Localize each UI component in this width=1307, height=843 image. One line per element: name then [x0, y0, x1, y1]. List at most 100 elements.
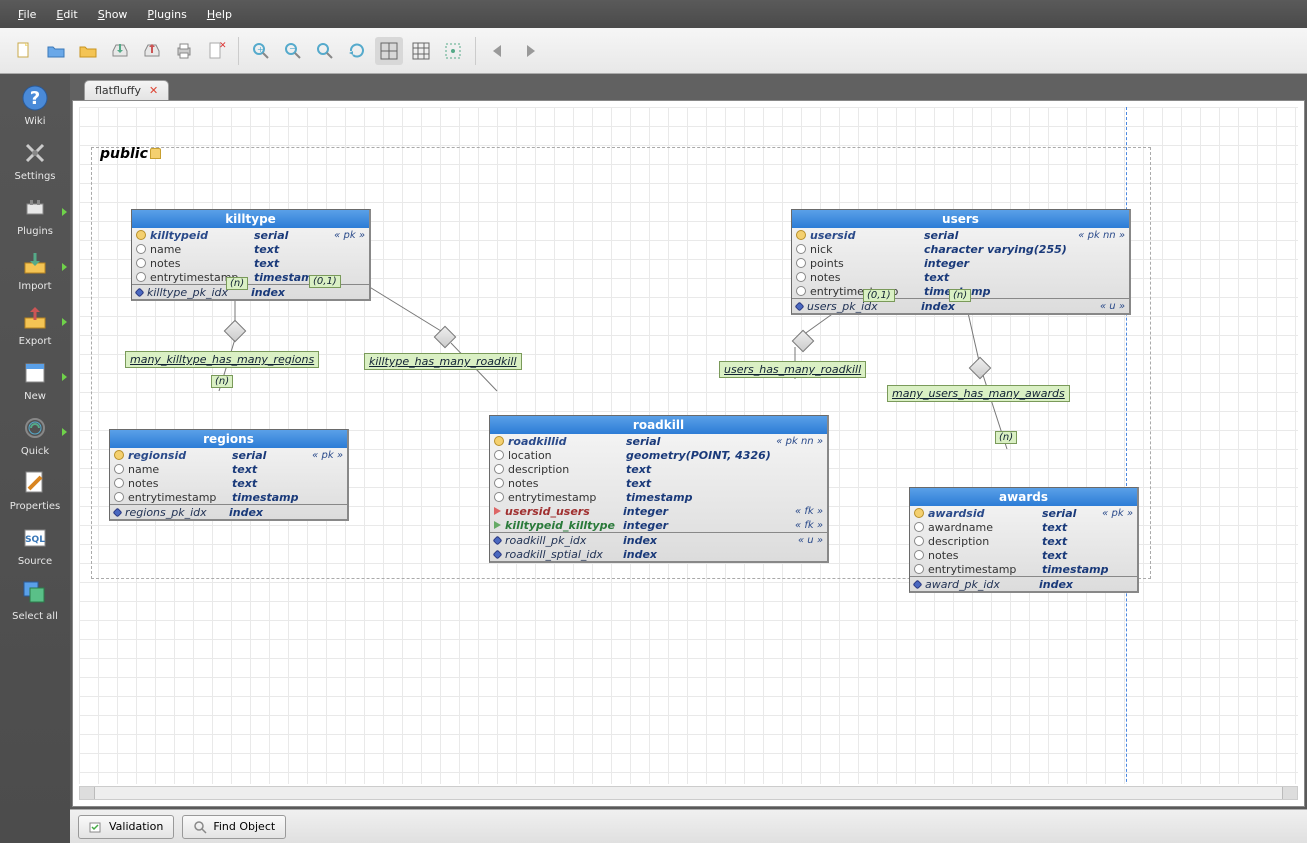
column-note: « pk » — [330, 230, 365, 241]
column-entrytimestamp[interactable]: entrytimestamptimestamp — [490, 490, 827, 504]
column-name: awardsid — [928, 507, 1038, 520]
relation-label-1[interactable]: killtype_has_many_roadkill — [364, 353, 522, 370]
column-usersid_users[interactable]: usersid_usersinteger« fk » — [490, 504, 827, 518]
index-icon — [795, 301, 805, 311]
column-notes[interactable]: notestext — [110, 476, 347, 490]
tab-flatfluffy[interactable]: flatfluffy ✕ — [84, 80, 169, 100]
index-type: index — [1039, 578, 1133, 591]
index-roadkill_pk_idx[interactable]: roadkill_pk_idxindex« u » — [490, 533, 827, 547]
menu-plugins[interactable]: Plugins — [137, 4, 196, 25]
expand-indicator — [62, 208, 67, 216]
column-name: name — [128, 463, 228, 476]
column-name[interactable]: nametext — [132, 242, 369, 256]
diagram-canvas[interactable]: public killtypekilltypeidserial« pk »nam… — [79, 107, 1298, 784]
inbox-button[interactable] — [106, 37, 134, 65]
entity-roadkill[interactable]: roadkillroadkillidserial« pk nn »locatio… — [489, 415, 829, 563]
column-notes[interactable]: notestext — [910, 548, 1137, 562]
column-note: « fk » — [791, 520, 823, 531]
horizontal-scrollbar[interactable] — [79, 786, 1298, 800]
column-icon — [114, 450, 124, 460]
zoom-fit-button[interactable] — [311, 37, 339, 65]
menu-show[interactable]: Show — [88, 4, 138, 25]
menu-file[interactable]: File — [8, 4, 46, 25]
index-roadkill_sptial_idx[interactable]: roadkill_sptial_idxindex — [490, 547, 827, 561]
column-notes[interactable]: notestext — [132, 256, 369, 270]
index-note: « u » — [1096, 301, 1125, 312]
svg-text:✕: ✕ — [219, 41, 226, 51]
column-name[interactable]: nametext — [110, 462, 347, 476]
validation-button[interactable]: Validation — [78, 815, 174, 839]
column-nick[interactable]: nickcharacter varying(255) — [792, 242, 1129, 256]
entity-regions[interactable]: regionsregionsidserial« pk »nametextnote… — [109, 429, 349, 521]
zoom-in-button[interactable]: + — [247, 37, 275, 65]
close-tab-icon[interactable]: ✕ — [149, 84, 158, 97]
open-folder-button[interactable] — [42, 37, 70, 65]
column-note: « fk » — [791, 506, 823, 517]
toolbar: ✕ + − — [0, 28, 1307, 74]
column-notes[interactable]: notestext — [490, 476, 827, 490]
refresh-button[interactable] — [343, 37, 371, 65]
menu-edit[interactable]: Edit — [46, 4, 87, 25]
close-doc-button[interactable]: ✕ — [202, 37, 230, 65]
index-name: roadkill_pk_idx — [505, 534, 619, 547]
open-model-button[interactable] — [74, 37, 102, 65]
index-award_pk_idx[interactable]: award_pk_idxindex — [910, 577, 1137, 591]
column-name: notes — [810, 271, 920, 284]
sidebar-item-wiki[interactable]: ?Wiki — [5, 84, 65, 127]
sidebar-item-new[interactable]: New — [5, 359, 65, 402]
index-type: index — [623, 534, 794, 547]
sidebar-item-selectall[interactable]: Select all — [5, 579, 65, 622]
column-name: killtypeid_killtype — [505, 519, 619, 532]
menu-help[interactable]: Help — [197, 4, 242, 25]
column-description[interactable]: descriptiontext — [910, 534, 1137, 548]
new-file-button[interactable] — [10, 37, 38, 65]
nav-fwd-button[interactable] — [516, 37, 544, 65]
sidebar-item-label: Select all — [12, 611, 58, 622]
column-awardsid[interactable]: awardsidserial« pk » — [910, 506, 1137, 520]
find-object-button[interactable]: Find Object — [182, 815, 286, 839]
expand-indicator — [62, 428, 67, 436]
column-entrytimestamp[interactable]: entrytimestamptimestamp — [910, 562, 1137, 576]
grid-small-button[interactable] — [407, 37, 435, 65]
sidebar-item-export[interactable]: Export — [5, 304, 65, 347]
column-description[interactable]: descriptiontext — [490, 462, 827, 476]
sidebar-item-source[interactable]: SQL Source — [5, 524, 65, 567]
entity-awards[interactable]: awardsawardsidserial« pk »awardnametextd… — [909, 487, 1139, 593]
sidebar-item-quick[interactable]: Quick — [5, 414, 65, 457]
column-name: killtypeid — [150, 229, 250, 242]
column-points[interactable]: pointsinteger — [792, 256, 1129, 270]
relation-label-0[interactable]: many_killtype_has_many_regions — [125, 351, 319, 368]
sidebar-item-properties[interactable]: Properties — [5, 469, 65, 512]
column-awardname[interactable]: awardnametext — [910, 520, 1137, 534]
column-usersid[interactable]: usersidserial« pk nn » — [792, 228, 1129, 242]
sidebar-item-import[interactable]: Import — [5, 249, 65, 292]
grid-large-button[interactable] — [375, 37, 403, 65]
column-name: notes — [508, 477, 622, 490]
print-button[interactable] — [170, 37, 198, 65]
sidebar-item-settings[interactable]: Settings — [5, 139, 65, 182]
index-regions_pk_idx[interactable]: regions_pk_idxindex — [110, 505, 347, 519]
column-icon — [114, 492, 124, 502]
relation-label-3[interactable]: many_users_has_many_awards — [887, 385, 1070, 402]
column-killtypeid_killtype[interactable]: killtypeid_killtype integer« fk » — [490, 518, 827, 532]
sidebar-item-label: Plugins — [17, 226, 53, 237]
column-entrytimestamp[interactable]: entrytimestamptimestamp — [110, 490, 347, 504]
content-area: flatfluffy ✕ — [70, 74, 1307, 843]
relation-label-2[interactable]: users_has_many_roadkill — [719, 361, 866, 378]
new-icon — [21, 359, 49, 387]
fit-region-button[interactable] — [439, 37, 467, 65]
column-roadkillid[interactable]: roadkillidserial« pk nn » — [490, 434, 827, 448]
zoom-out-button[interactable]: − — [279, 37, 307, 65]
column-killtypeid[interactable]: killtypeidserial« pk » — [132, 228, 369, 242]
svg-text:SQL: SQL — [25, 535, 45, 545]
column-notes[interactable]: notestext — [792, 270, 1129, 284]
sidebar-item-label: Export — [19, 336, 52, 347]
column-regionsid[interactable]: regionsidserial« pk » — [110, 448, 347, 462]
column-type: serial — [232, 449, 308, 462]
outbox-button[interactable] — [138, 37, 166, 65]
column-type: integer — [623, 519, 791, 532]
sidebar-item-label: Source — [18, 556, 52, 567]
nav-back-button[interactable] — [484, 37, 512, 65]
sidebar-item-plugins[interactable]: Plugins — [5, 194, 65, 237]
column-location[interactable]: locationgeometry(POINT, 4326) — [490, 448, 827, 462]
